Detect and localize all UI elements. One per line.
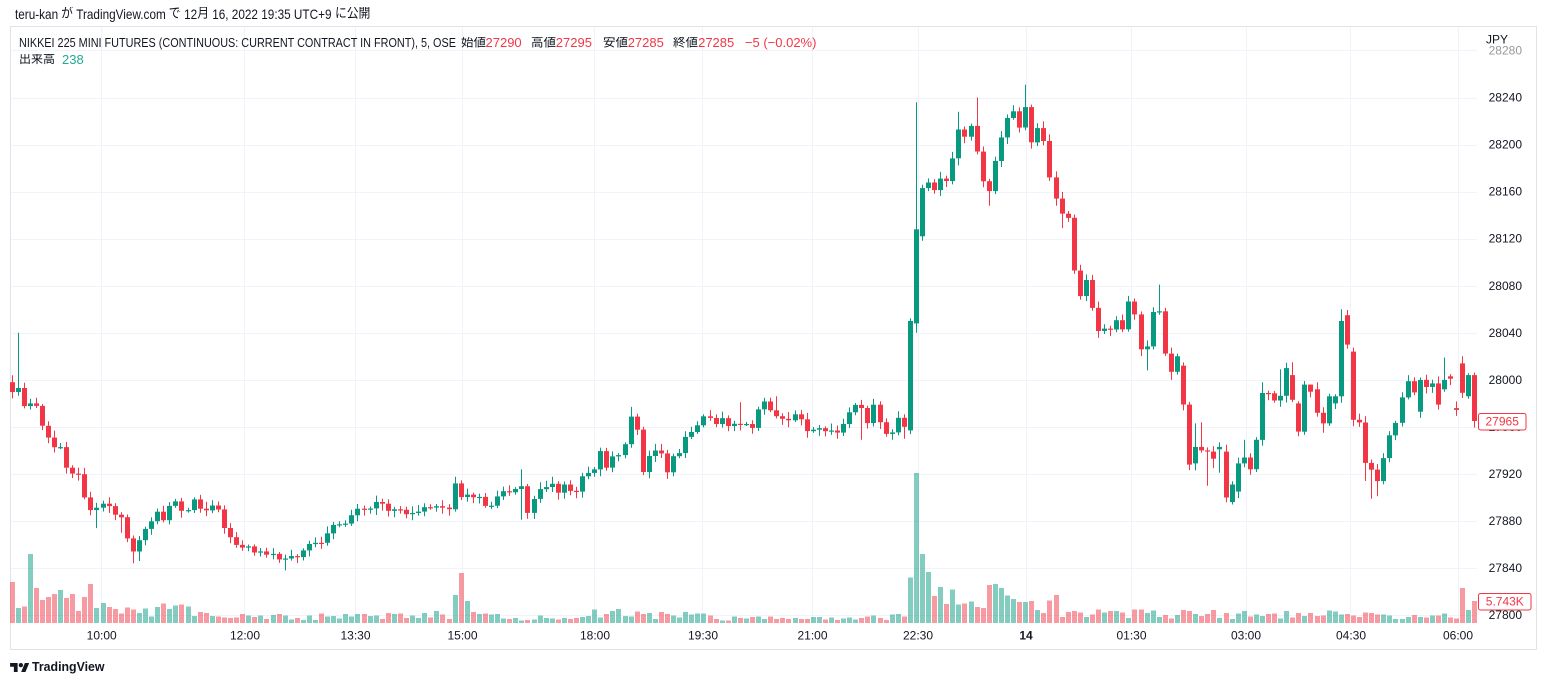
svg-text:28040: 28040	[1489, 326, 1523, 340]
svg-text:27880: 27880	[1489, 514, 1523, 528]
svg-text:06:00: 06:00	[1443, 629, 1473, 643]
svg-text:27920: 27920	[1489, 467, 1523, 481]
svg-text:28080: 28080	[1489, 279, 1523, 293]
svg-text:22:30: 22:30	[903, 629, 933, 643]
svg-text:27840: 27840	[1489, 561, 1523, 575]
svg-text:28120: 28120	[1489, 232, 1523, 246]
svg-text:18:00: 18:00	[580, 629, 610, 643]
svg-text:10:00: 10:00	[87, 629, 117, 643]
svg-text:28160: 28160	[1489, 185, 1523, 199]
svg-text:15:00: 15:00	[447, 629, 477, 643]
svg-text:21:00: 21:00	[797, 629, 827, 643]
svg-text:28000: 28000	[1489, 373, 1523, 387]
svg-text:JPY: JPY	[1486, 33, 1508, 47]
svg-text:13:30: 13:30	[340, 629, 370, 643]
svg-text:14: 14	[1019, 629, 1033, 643]
svg-text:04:30: 04:30	[1336, 629, 1366, 643]
svg-text:01:30: 01:30	[1116, 629, 1146, 643]
svg-text:19:30: 19:30	[688, 629, 718, 643]
svg-text:27800: 27800	[1489, 608, 1523, 622]
svg-text:28240: 28240	[1489, 91, 1523, 105]
svg-text:27965: 27965	[1486, 415, 1520, 429]
svg-text:03:00: 03:00	[1231, 629, 1261, 643]
svg-text:28280: 28280	[1489, 44, 1523, 58]
svg-text:5.743K: 5.743K	[1486, 595, 1524, 609]
svg-text:28200: 28200	[1489, 138, 1523, 152]
svg-text:12:00: 12:00	[230, 629, 260, 643]
